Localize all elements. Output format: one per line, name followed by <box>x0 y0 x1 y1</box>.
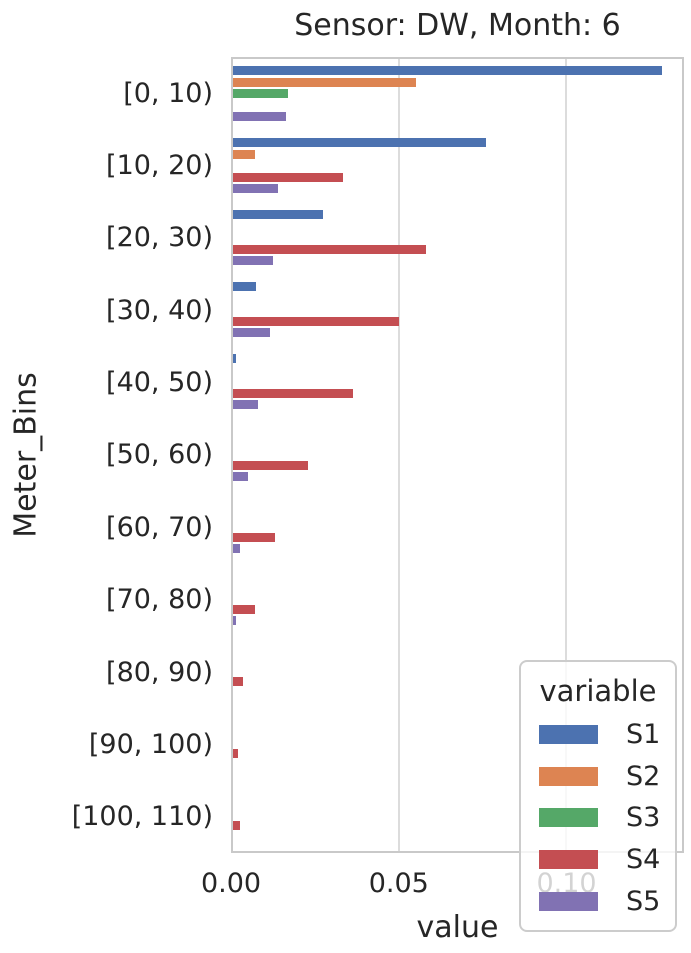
chart-title: Sensor: DW, Month: 6 <box>294 8 621 43</box>
legend-item-S1: S1 <box>539 714 675 756</box>
bar-S4-3 <box>233 316 400 326</box>
bar-group-2 <box>233 203 682 275</box>
legend-items: S1 S2 S3 S4 S5 <box>521 714 675 922</box>
bar-group-9 <box>233 707 682 779</box>
legend-item-S3: S3 <box>539 797 675 839</box>
y-tick-6: [60, 70) <box>106 511 213 543</box>
bar-S5-3 <box>233 328 270 338</box>
legend-swatch-S1 <box>539 725 598 745</box>
legend-label-S1: S1 <box>626 719 661 751</box>
y-tick-4: [40, 50) <box>106 367 213 399</box>
legend: variable S1 S2 S3 S4 S5 <box>519 660 677 932</box>
legend-swatch-S2 <box>539 766 598 786</box>
y-axis-ticks: [0, 10) [10, 20) [20, 30) [30, 40) [40, 50) [… <box>0 57 213 853</box>
y-tick-10: [100, 110) <box>71 801 213 833</box>
bar-group-10 <box>233 779 682 851</box>
y-tick-5: [50, 60) <box>106 439 213 471</box>
bar-S1-3 <box>233 282 257 292</box>
legend-item-S5: S5 <box>539 880 675 922</box>
y-tick-2: [20, 30) <box>106 222 213 254</box>
y-tick-1: [10, 20) <box>106 150 213 182</box>
bar-group-8 <box>233 635 682 707</box>
bar-S4-10 <box>233 820 240 830</box>
legend-label-S5: S5 <box>626 885 661 917</box>
bar-group-3 <box>233 275 682 347</box>
legend-title: variable <box>539 674 657 708</box>
y-tick-8: [80, 90) <box>106 656 213 688</box>
bar-S4-5 <box>233 460 308 470</box>
bar-S3-0 <box>233 89 288 99</box>
y-tick-0: [0, 10) <box>123 77 213 109</box>
bar-S4-4 <box>233 388 353 398</box>
legend-item-S4: S4 <box>539 839 675 881</box>
bar-group-5 <box>233 419 682 491</box>
gridline-0.05 <box>398 59 401 851</box>
bar-group-6 <box>233 491 682 563</box>
legend-label-S3: S3 <box>626 802 661 834</box>
x-tick-0: 0.00 <box>200 868 262 899</box>
legend-swatch-S5 <box>539 891 598 911</box>
bar-S4-9 <box>233 748 238 758</box>
legend-swatch-S3 <box>539 808 598 828</box>
bar-group-4 <box>233 347 682 419</box>
bar-groups <box>233 59 682 851</box>
x-axis-label: value <box>416 910 499 945</box>
gridline-0.10 <box>564 59 567 851</box>
bar-S1-2 <box>233 210 323 220</box>
bar-S2-0 <box>233 77 416 87</box>
legend-item-S2: S2 <box>539 756 675 798</box>
bar-S5-5 <box>233 472 248 482</box>
bar-S1-1 <box>233 138 486 148</box>
bar-S1-0 <box>233 66 663 76</box>
legend-label-S2: S2 <box>626 760 661 792</box>
bar-S5-4 <box>233 400 258 410</box>
bar-S5-2 <box>233 256 273 266</box>
bar-S4-6 <box>233 532 275 542</box>
bar-S4-7 <box>233 604 255 614</box>
bar-S4-1 <box>233 172 343 182</box>
legend-label-S4: S4 <box>626 844 661 876</box>
bar-S5-0 <box>233 112 287 122</box>
bar-group-7 <box>233 563 682 635</box>
bar-S5-1 <box>233 184 278 194</box>
y-tick-9: [90, 100) <box>88 728 213 760</box>
bar-S5-6 <box>233 544 240 554</box>
plot-area <box>231 57 684 853</box>
bar-S4-8 <box>233 676 243 686</box>
bar-group-1 <box>233 131 682 203</box>
y-tick-3: [30, 40) <box>106 294 213 326</box>
bar-S4-2 <box>233 244 426 254</box>
x-tick-1: 0.05 <box>368 868 429 899</box>
bar-S2-1 <box>233 149 255 159</box>
bar-group-0 <box>233 59 682 131</box>
bar-S1-4 <box>233 354 237 364</box>
legend-swatch-S4 <box>539 850 598 870</box>
bar-S5-7 <box>233 616 236 626</box>
y-tick-7: [70, 80) <box>106 584 213 616</box>
